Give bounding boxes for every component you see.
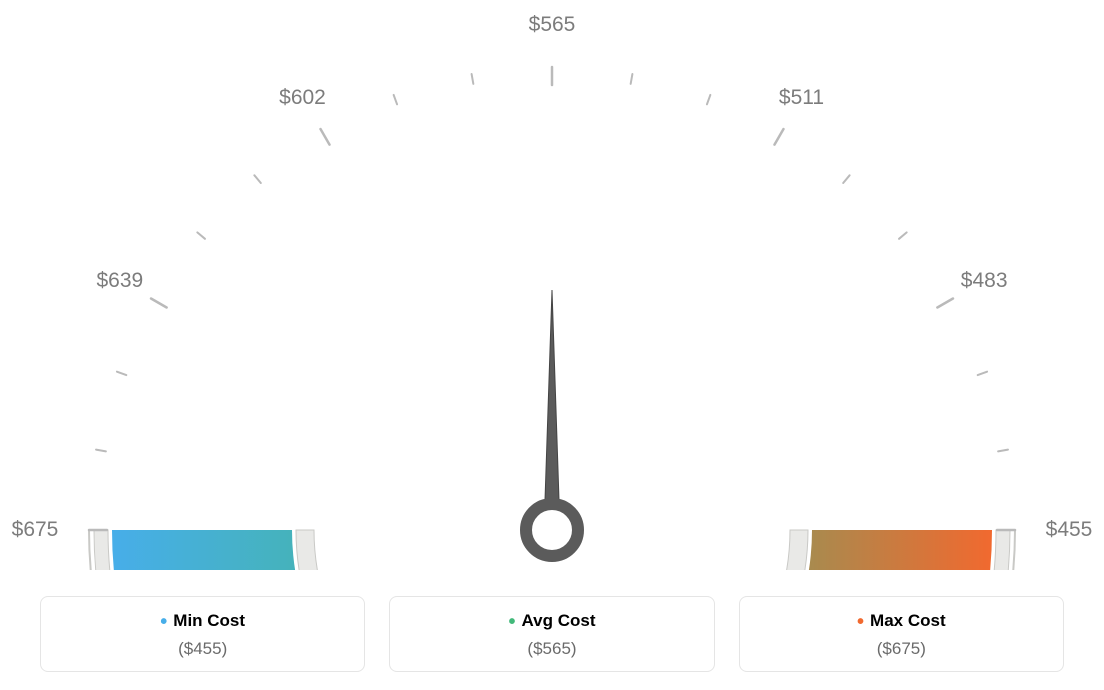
gauge-tick-label: $675 — [12, 518, 59, 542]
dot-icon: • — [160, 611, 167, 633]
legend-max-label: Max Cost — [870, 611, 946, 630]
legend-min-title: • Min Cost — [51, 611, 354, 631]
gauge-tick-label: $565 — [529, 13, 576, 37]
gauge-tick-label: $639 — [96, 269, 143, 293]
legend-max: • Max Cost ($675) — [739, 596, 1064, 672]
gauge-tick-label: $511 — [779, 86, 824, 110]
legend-min: • Min Cost ($455) — [40, 596, 365, 672]
legend-max-value: ($675) — [750, 639, 1053, 659]
legend-row: • Min Cost ($455) • Avg Cost ($565) • Max C… — [40, 596, 1064, 672]
legend-avg-label: Avg Cost — [522, 611, 596, 630]
legend-max-title: • Max Cost — [750, 611, 1053, 631]
gauge-area: $455 $483 $511 $565 $602 $639 $675 — [0, 0, 1104, 570]
gauge-tick-label: $483 — [961, 269, 1008, 293]
legend-avg-value: ($565) — [400, 639, 703, 659]
legend-avg-title: • Avg Cost — [400, 611, 703, 631]
legend-min-value: ($455) — [51, 639, 354, 659]
dot-icon: • — [857, 611, 864, 633]
gauge-tick-label: $602 — [279, 86, 326, 110]
gauge-tick-label: $455 — [1046, 518, 1093, 542]
gauge-svg — [0, 0, 1104, 570]
cost-gauge-chart: $455 $483 $511 $565 $602 $639 $675 • Min Cost (… — [0, 0, 1104, 690]
legend-min-label: Min Cost — [173, 611, 245, 630]
legend-avg: • Avg Cost ($565) — [389, 596, 714, 672]
dot-icon: • — [508, 611, 515, 633]
